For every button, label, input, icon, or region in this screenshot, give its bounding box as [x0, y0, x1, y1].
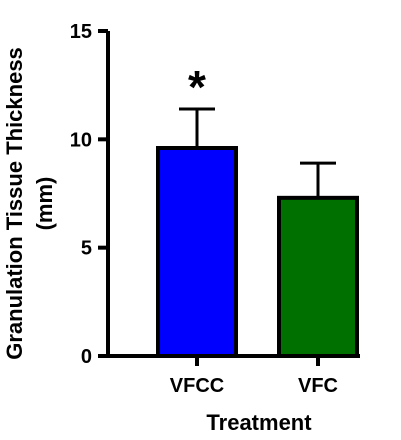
x-tick-label: VFC [298, 375, 338, 397]
bar-vfc [277, 195, 359, 358]
y-axis-title: Granulation Tissue Thickness [2, 47, 27, 360]
labels: VFCC VFC * Treatment Granulation Tissue Thic… [2, 47, 338, 435]
y-axis-title: (mm) [32, 177, 57, 231]
bars [156, 107, 359, 358]
x-axis-title: Treatment [206, 410, 312, 435]
y-tick-label: 5 [81, 238, 92, 260]
bar-vfcc [156, 146, 238, 358]
x-tick-label: VFCC [170, 375, 224, 397]
y-tick-label: 15 [70, 21, 92, 43]
y-tick-label: 10 [70, 129, 92, 151]
significance-marker: * [188, 61, 206, 113]
y-tick-label: 0 [81, 346, 92, 368]
